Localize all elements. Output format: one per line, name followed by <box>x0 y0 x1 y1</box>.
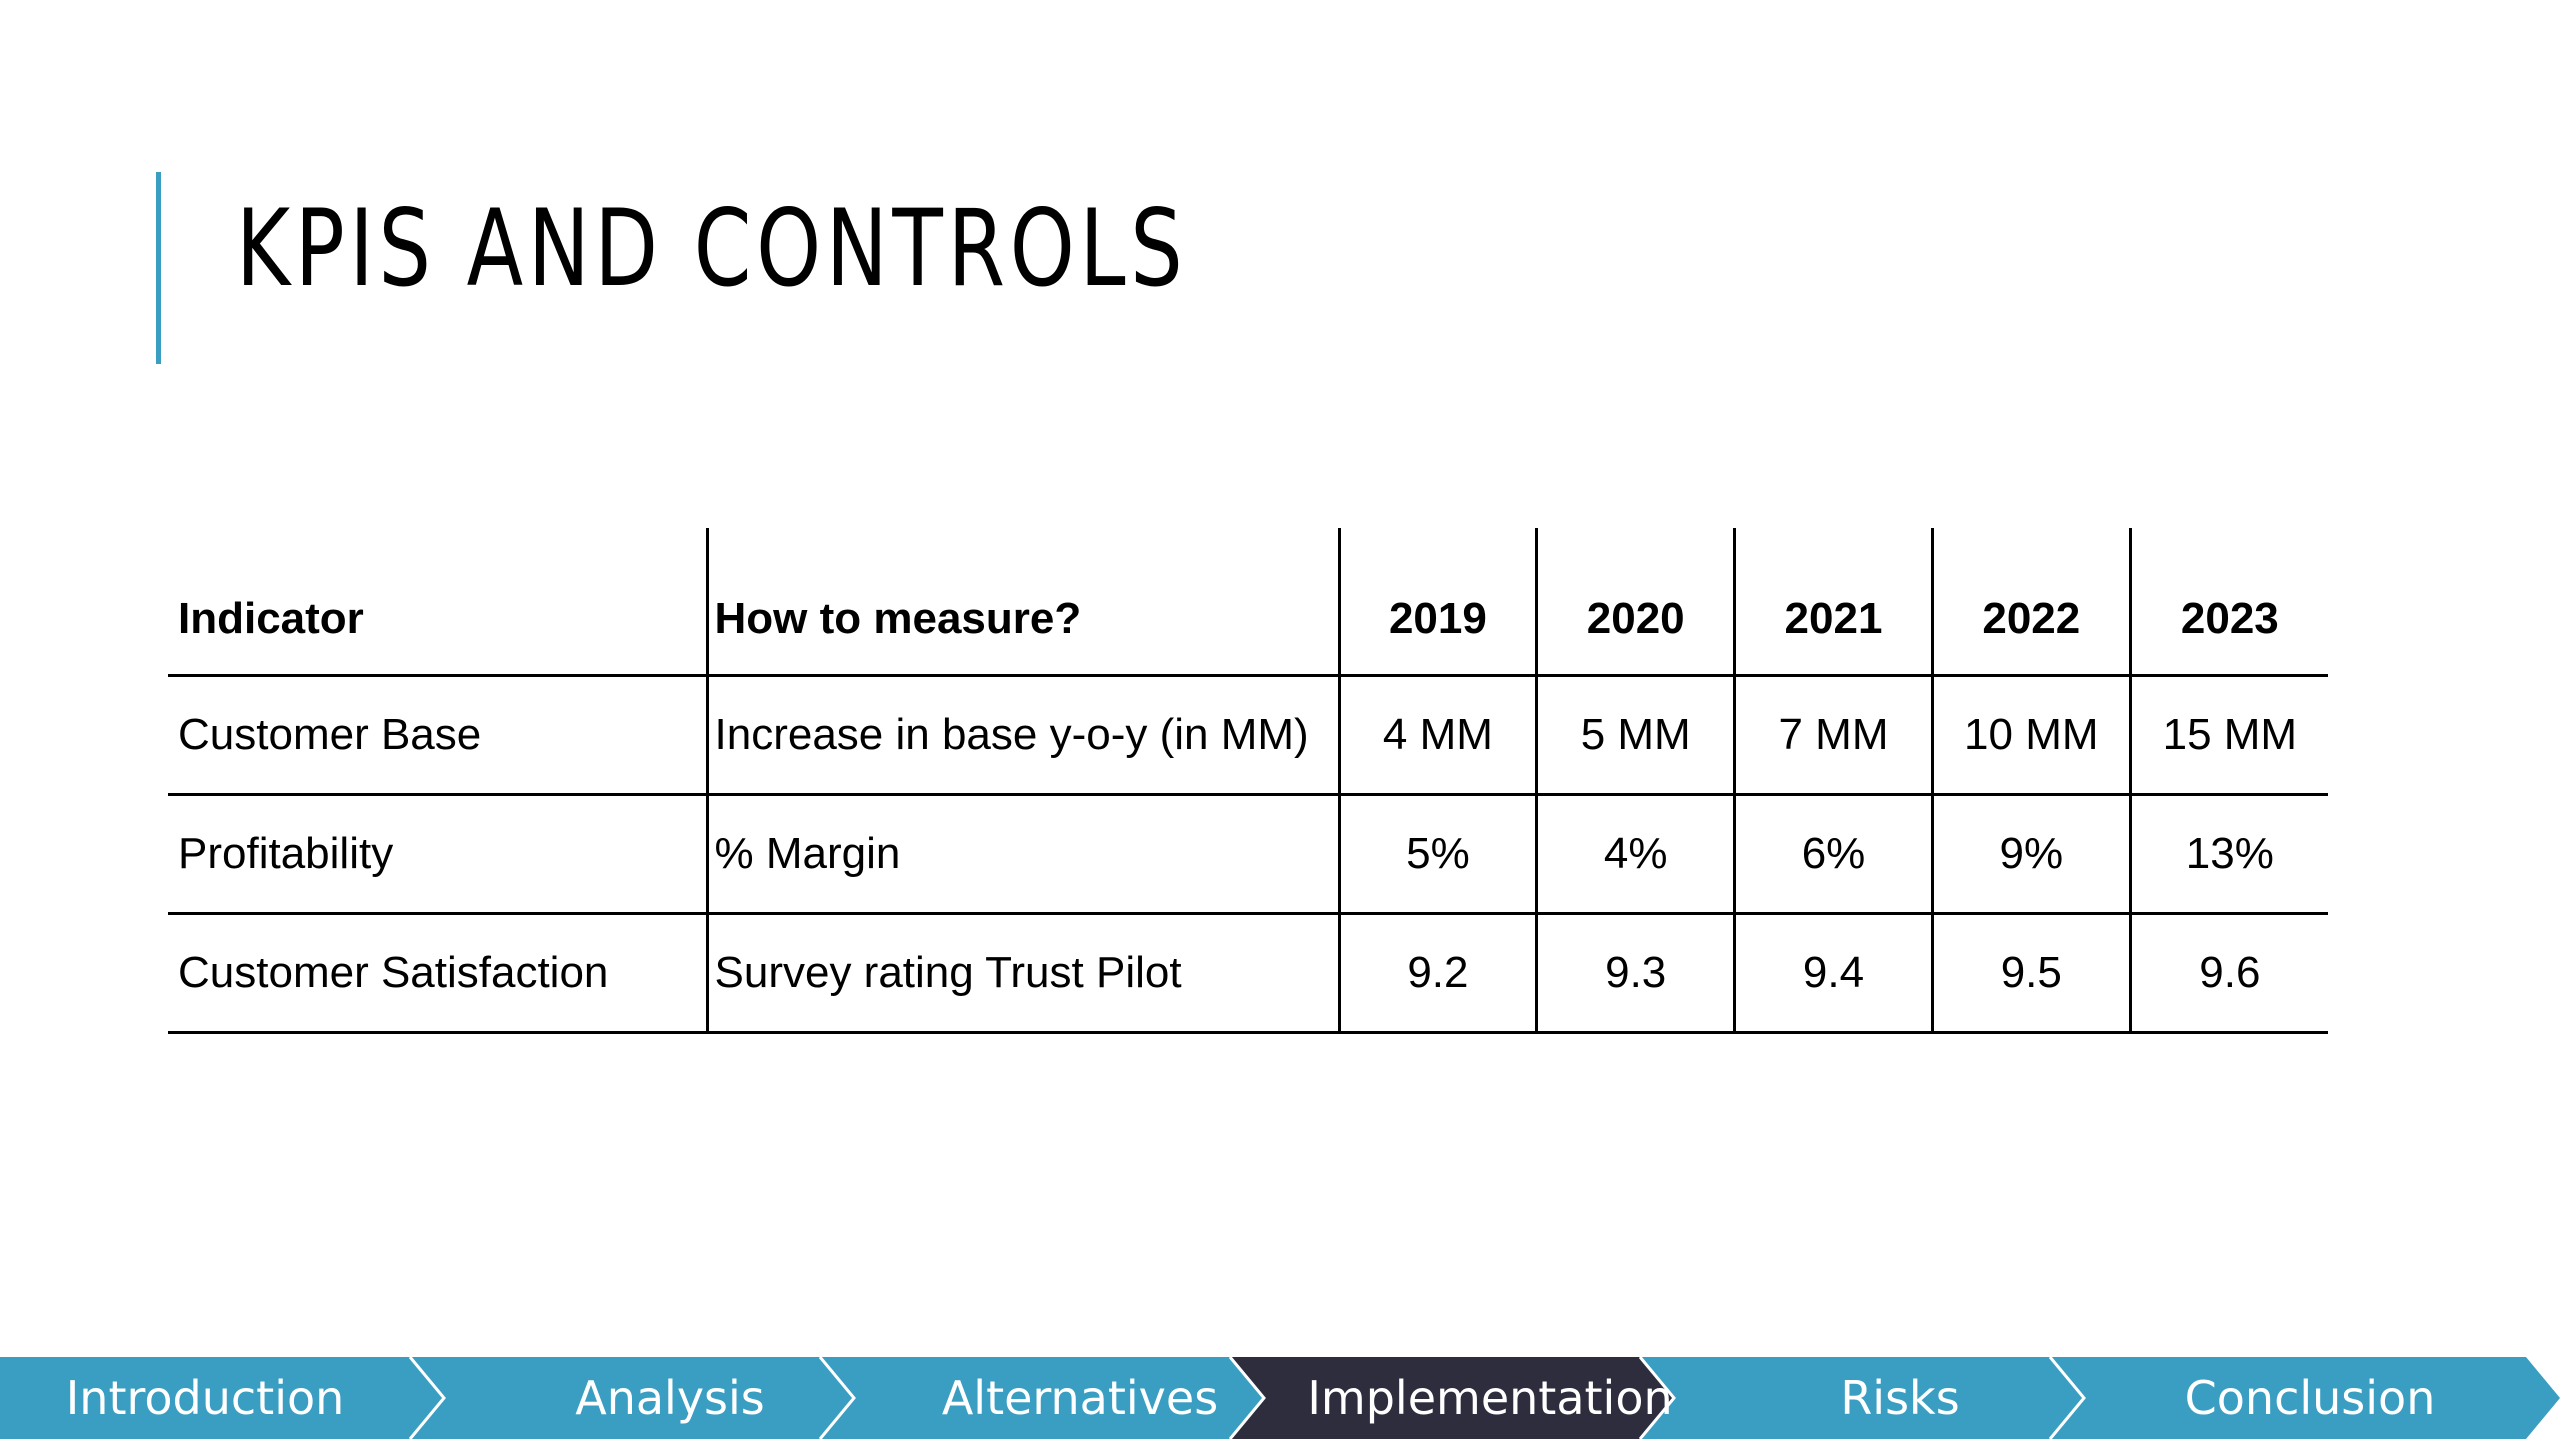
cell-value: 7 MM <box>1733 675 1933 796</box>
header-how-to-measure: How to measure? <box>705 528 1339 677</box>
header-year: 2021 <box>1733 528 1933 677</box>
cell-value: 9.4 <box>1733 913 1933 1034</box>
cell-value: 10 MM <box>1930 675 2131 796</box>
kpi-table: Indicator How to measure? 2019 2020 2021… <box>168 528 2328 1034</box>
nav-item-implementation[interactable]: Implementation <box>1307 1371 1673 1425</box>
nav-separator <box>1638 1357 1676 1439</box>
cell-value: 9.6 <box>2128 913 2328 1034</box>
table-row: Customer Satisfaction Survey rating Trus… <box>168 913 2328 1034</box>
nav-chevron[interactable] <box>410 1357 854 1439</box>
title-accent-bar <box>156 172 161 364</box>
nav-item-conclusion[interactable]: Conclusion <box>2184 1371 2436 1425</box>
nav-separator <box>408 1357 446 1439</box>
table-header-row: Indicator How to measure? 2019 2020 2021… <box>168 528 2328 677</box>
header-year: 2020 <box>1535 528 1735 677</box>
cell-value: 9.3 <box>1535 913 1735 1034</box>
cell-value: 5 MM <box>1535 675 1735 796</box>
nav-item-risks[interactable]: Risks <box>1840 1371 1960 1425</box>
table-row: Customer Base Increase in base y-o-y (in… <box>168 675 2328 796</box>
cell-value: 9.5 <box>1930 913 2131 1034</box>
cell-value: 15 MM <box>2128 675 2328 796</box>
cell-how-to-measure: Increase in base y-o-y (in MM) <box>705 675 1339 796</box>
cell-how-to-measure: Survey rating Trust Pilot <box>705 913 1339 1034</box>
nav-item-introduction[interactable]: Introduction <box>65 1371 345 1425</box>
cell-indicator: Customer Satisfaction <box>168 913 707 1034</box>
cell-value: 9% <box>1930 794 2131 915</box>
slide-title: KPIS AND CONTROLS <box>236 187 1188 310</box>
nav-chevron[interactable] <box>1230 1357 1674 1439</box>
cell-indicator: Profitability <box>168 794 707 915</box>
cell-value: 4 MM <box>1337 675 1537 796</box>
cell-value: 9.2 <box>1337 913 1537 1034</box>
nav-item-analysis[interactable]: Analysis <box>575 1371 765 1425</box>
table-row: Profitability % Margin 5% 4% 6% 9% 13% <box>168 794 2328 915</box>
cell-value: 13% <box>2128 794 2328 915</box>
nav-chevron[interactable] <box>0 1357 444 1439</box>
nav-item-alternatives[interactable]: Alternatives <box>941 1371 1219 1425</box>
nav-separator <box>818 1357 856 1439</box>
header-year: 2023 <box>2128 528 2328 677</box>
cell-value: 5% <box>1337 794 1537 915</box>
cell-value: 4% <box>1535 794 1735 915</box>
section-navigation: Introduction Analysis Alternatives Imple… <box>0 1357 2560 1439</box>
header-year: 2022 <box>1930 528 2131 677</box>
section-navigation-arrows <box>0 1357 2560 1439</box>
cell-indicator: Customer Base <box>168 675 707 796</box>
cell-value: 6% <box>1733 794 1933 915</box>
nav-separator <box>1228 1357 1266 1439</box>
nav-separator <box>2048 1357 2086 1439</box>
nav-chevron[interactable] <box>1640 1357 2084 1439</box>
header-indicator: Indicator <box>168 528 707 677</box>
nav-chevron[interactable] <box>820 1357 1264 1439</box>
nav-chevron[interactable] <box>2050 1357 2560 1439</box>
cell-how-to-measure: % Margin <box>705 794 1339 915</box>
header-year: 2019 <box>1337 528 1537 677</box>
